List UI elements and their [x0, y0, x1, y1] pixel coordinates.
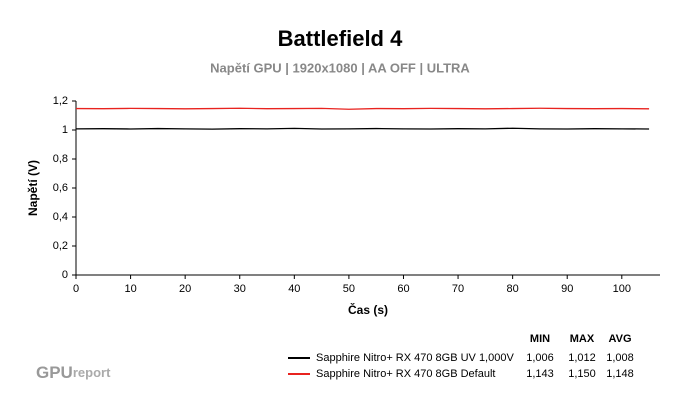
x-tick-label: 50 [343, 283, 355, 295]
y-tick-label: 0,8 [53, 153, 68, 165]
legend-label: Sapphire Nitro+ RX 470 8GB UV 1,000V [316, 352, 514, 364]
series-line [75, 107, 650, 110]
x-tick-label: 20 [179, 283, 191, 295]
y-tick-label: 0,2 [53, 240, 68, 252]
legend-stat: 1,143 [526, 368, 554, 380]
logo-main: GPU [36, 363, 73, 382]
x-tick-label: 30 [234, 283, 246, 295]
x-tick-label: 0 [73, 283, 79, 295]
legend-stat: 1,008 [606, 352, 634, 364]
legend-header: AVG [608, 333, 631, 345]
legend-stat: 1,150 [568, 368, 596, 380]
x-tick-label: 100 [613, 283, 631, 295]
legend-header: MIN [530, 333, 550, 345]
y-tick-label: 0 [62, 269, 68, 281]
legend-stat: 1,012 [568, 352, 596, 364]
logo: GPUreport [36, 363, 111, 382]
legend-label: Sapphire Nitro+ RX 470 8GB Default [316, 368, 495, 380]
x-tick-label: 90 [561, 283, 573, 295]
y-tick-label: 1,2 [53, 95, 68, 107]
x-axis-label: Čas (s) [348, 302, 388, 317]
x-tick-label: 80 [507, 283, 519, 295]
legend-header: MAX [570, 333, 595, 345]
chart-title: Battlefield 4 [278, 26, 403, 51]
y-tick-label: 1 [62, 124, 68, 136]
x-tick-label: 70 [452, 283, 464, 295]
chart-subtitle: Napětí GPU | 1920x1080 | AA OFF | ULTRA [210, 60, 470, 75]
x-tick-label: 60 [397, 283, 409, 295]
x-tick-label: 40 [288, 283, 300, 295]
legend-stat: 1,148 [606, 368, 634, 380]
y-axis-label: Napětí (V) [26, 160, 40, 216]
logo-sub: report [73, 365, 111, 380]
series-line [75, 127, 650, 130]
y-tick-label: 0,6 [53, 182, 68, 194]
legend-stat: 1,006 [526, 352, 554, 364]
x-tick-label: 10 [124, 283, 136, 295]
y-tick-label: 0,4 [53, 211, 68, 223]
